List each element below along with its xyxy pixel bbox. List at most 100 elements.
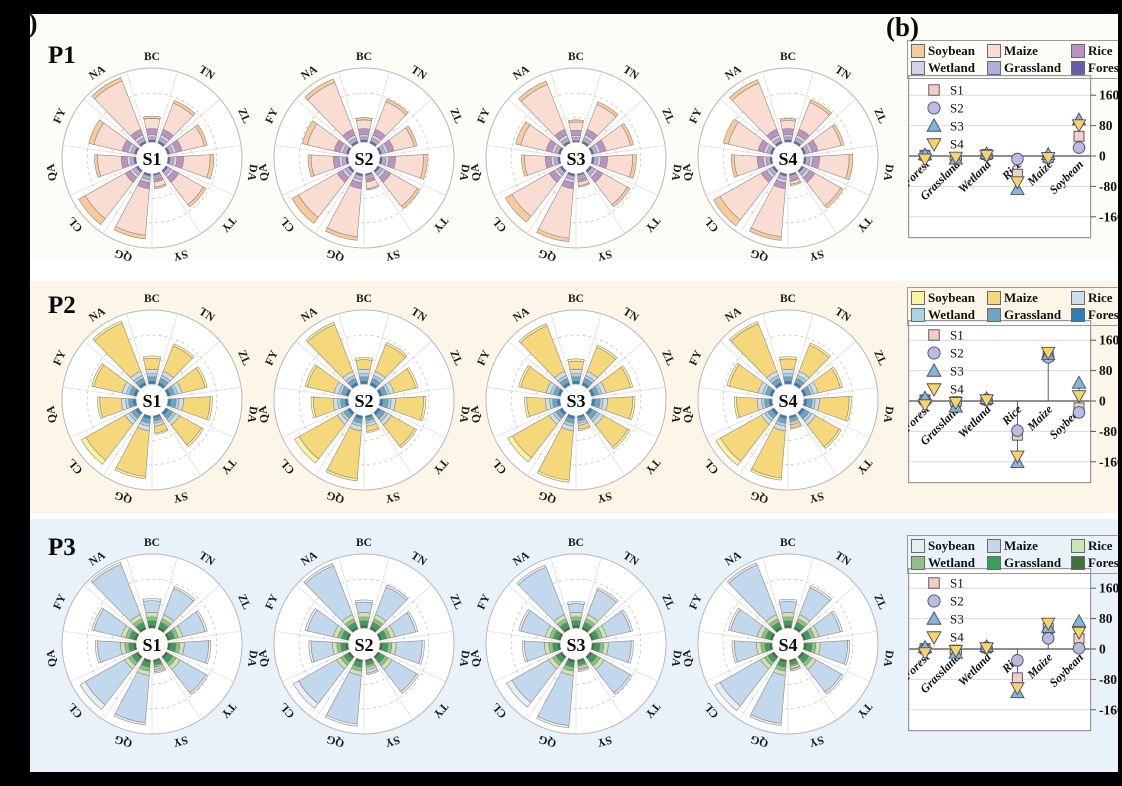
rose-sector-label: DA bbox=[881, 405, 895, 424]
rose-segment-soybean bbox=[567, 358, 585, 363]
rose-segment-soybean bbox=[809, 585, 833, 602]
legend-label: Maize bbox=[1004, 538, 1038, 553]
rose-segment-soybean bbox=[154, 428, 169, 435]
rose-segment-soybean bbox=[310, 396, 317, 419]
rose-sector-label: SY bbox=[807, 489, 825, 505]
rose-segment-rice bbox=[357, 128, 371, 136]
rose-segment-rice bbox=[357, 612, 371, 618]
legend-item-grassland: Grassland bbox=[987, 555, 1071, 571]
y-tick-label: 80 bbox=[1099, 363, 1113, 378]
y-tick-label: -160 bbox=[1099, 209, 1122, 224]
rose-sector-label: TY bbox=[430, 700, 450, 720]
rose-sector-label: BC bbox=[356, 51, 372, 63]
scatter-marker bbox=[948, 645, 964, 659]
rose-sector-label: QA bbox=[45, 162, 59, 181]
rose-sector-label: CL bbox=[490, 456, 510, 476]
y-tick-label: -80 bbox=[1099, 424, 1117, 439]
legend-swatch bbox=[911, 539, 925, 553]
rose-segment-soybean bbox=[91, 607, 105, 631]
rose-segment-soybean bbox=[521, 154, 528, 177]
legend-item-maize: Maize bbox=[987, 290, 1071, 306]
scatter-marker bbox=[928, 84, 940, 96]
rose-sector-label: DA bbox=[669, 405, 683, 424]
rose-segment-maize bbox=[355, 601, 373, 614]
scatter-marker bbox=[1011, 152, 1024, 166]
rose-center-label: S1 bbox=[142, 149, 161, 169]
rose-sector-label: BC bbox=[568, 537, 584, 549]
rose-chart-p3-s4: BC TN ZL DA TY SY QG CL QA FY NA S4 bbox=[681, 537, 895, 749]
rose-segment-soybean bbox=[405, 125, 418, 147]
rose-segment-soybean bbox=[92, 320, 123, 342]
rose-segment-soybean bbox=[506, 679, 532, 708]
rose-segment-grassland bbox=[571, 620, 581, 626]
rose-segment-soybean bbox=[78, 195, 106, 226]
rose-segment-soybean bbox=[845, 153, 854, 181]
rose-segment-rice bbox=[569, 368, 583, 375]
rose-sector-label: ZL bbox=[659, 349, 676, 368]
rose-sector-label: DA bbox=[669, 649, 683, 668]
rose-sector-label: ZL bbox=[871, 107, 888, 126]
rose-segment-soybean bbox=[172, 343, 195, 359]
rose-sector-label: DA bbox=[245, 405, 259, 424]
frame-right bbox=[1118, 0, 1122, 786]
rose-segment-soybean bbox=[749, 227, 782, 241]
rose-segment-soybean bbox=[418, 640, 425, 665]
rose-segment-soybean bbox=[845, 396, 852, 422]
rose-sector-label: QA bbox=[681, 648, 695, 667]
rose-segment-forest bbox=[783, 380, 793, 385]
rose-sector-label: QG bbox=[537, 489, 558, 506]
rose-segment-forest bbox=[359, 380, 369, 385]
rose-sector-label: NA bbox=[511, 305, 532, 324]
y-tick-label: 160 bbox=[1099, 581, 1120, 596]
rose-segment-soybean bbox=[507, 435, 532, 463]
rose-segment-soybean bbox=[728, 607, 741, 632]
rose-segment-rice bbox=[145, 368, 159, 375]
rose-sector-label: BC bbox=[144, 293, 160, 305]
rose-segment-soybean bbox=[304, 78, 335, 101]
rose-sector-label: FY bbox=[687, 348, 705, 368]
rose-segment-soybean bbox=[292, 680, 319, 709]
rose-sector-label: QG bbox=[325, 489, 346, 506]
rose-sector-label: SY bbox=[171, 733, 189, 749]
scatter-marker bbox=[1071, 390, 1087, 404]
y-tick-label: 80 bbox=[1099, 611, 1113, 626]
rose-sector-label: TN bbox=[197, 306, 218, 325]
rose-segment-soybean bbox=[612, 428, 631, 450]
rose-sector-label: ZL bbox=[659, 107, 676, 126]
rose-segment-soybean bbox=[113, 713, 146, 726]
rose-segment-soybean bbox=[518, 80, 548, 102]
scatter-marker bbox=[1011, 672, 1023, 684]
rose-segment-soybean bbox=[94, 154, 102, 178]
rose-sector-label: FY bbox=[687, 106, 705, 126]
rose-sector-label: NA bbox=[723, 549, 744, 568]
rose-segment-soybean bbox=[620, 609, 634, 632]
rose-sector-label: TN bbox=[197, 550, 218, 569]
y-tick-label: 0 bbox=[1099, 642, 1106, 657]
rose-sector-label: QG bbox=[537, 733, 558, 750]
rose-segment-wetland bbox=[358, 616, 370, 622]
rose-sector-label: SY bbox=[595, 489, 613, 505]
rose-sector-label: BC bbox=[780, 51, 796, 63]
rose-segment-soybean bbox=[790, 424, 803, 430]
scatter-marker bbox=[917, 647, 933, 661]
scatter-marker bbox=[1011, 654, 1024, 667]
legend-label: Wetland bbox=[928, 307, 975, 322]
rose-segment-soybean bbox=[522, 640, 528, 663]
rose-segment-soybean bbox=[142, 598, 162, 602]
rose-segment-soybean bbox=[294, 436, 319, 464]
rose-segment-grassland bbox=[783, 136, 793, 141]
series-legend-label: S4 bbox=[950, 630, 964, 645]
rose-sector-label: TN bbox=[833, 64, 854, 83]
rose-center-label: S1 bbox=[142, 391, 161, 411]
row-label-p2: P2 bbox=[48, 292, 76, 319]
rose-segment-soybean bbox=[88, 119, 105, 145]
rose-segment-wetland bbox=[146, 616, 158, 622]
legend-swatch bbox=[987, 291, 1001, 305]
rose-segment-maize bbox=[567, 603, 585, 614]
rose-segment-soybean bbox=[750, 468, 782, 481]
legend-item-soybean: Soybean bbox=[911, 538, 987, 554]
y-tick-label: -160 bbox=[1099, 702, 1122, 717]
rose-segment-soybean bbox=[154, 668, 167, 674]
rose-segment-soybean bbox=[537, 470, 570, 483]
rose-sector-label: DA bbox=[881, 163, 895, 182]
